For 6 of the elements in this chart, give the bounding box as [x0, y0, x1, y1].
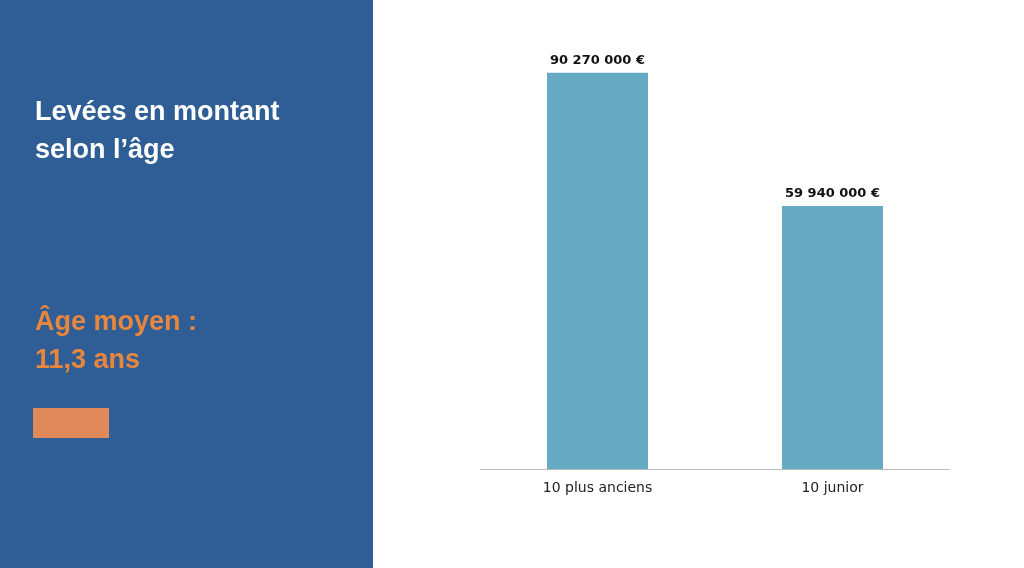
data-label: 59 940 000 € [785, 184, 880, 200]
x-tick-label: 10 plus anciens [542, 479, 653, 496]
text: Âge moyen : 11,3 ans [35, 304, 199, 376]
x-tick-label: 10 junior [801, 479, 864, 496]
text: Levées en montant selon l’âge [35, 95, 281, 166]
data-label: 90 270 000 € [550, 51, 645, 67]
